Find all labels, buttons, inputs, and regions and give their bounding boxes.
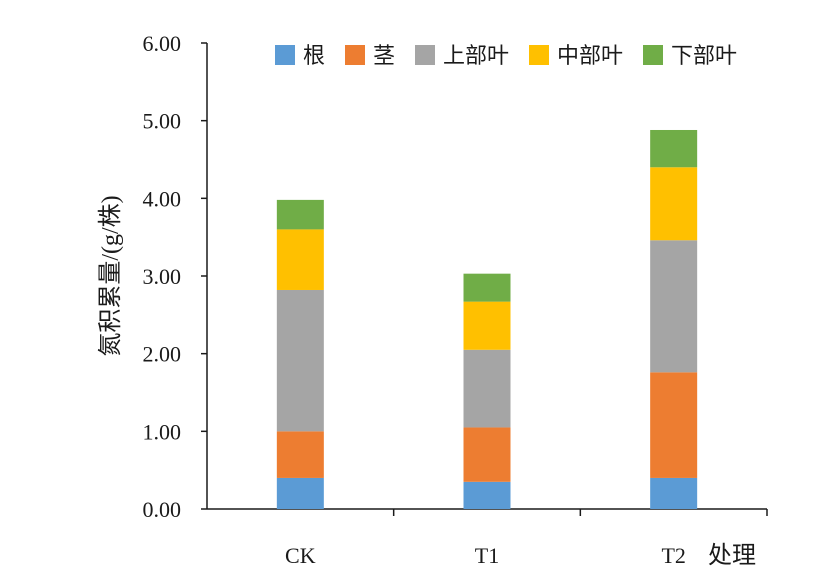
bar-segment-T1-根 xyxy=(463,481,511,509)
x-tick-label: T2 xyxy=(661,543,685,568)
legend-swatch xyxy=(345,45,365,65)
x-axis-title: 处理 xyxy=(708,542,756,569)
y-tick-label: 0.00 xyxy=(143,497,182,522)
y-tick-label: 6.00 xyxy=(143,31,182,56)
bar-segment-T1-下部叶 xyxy=(463,273,511,302)
legend-label: 上部叶 xyxy=(443,43,509,68)
bar-segment-T1-茎 xyxy=(463,427,511,482)
y-tick-label: 4.00 xyxy=(143,186,182,211)
bar-segment-T2-茎 xyxy=(650,372,698,478)
y-tick-label: 3.00 xyxy=(143,264,182,289)
x-axis: CK T1 T2 xyxy=(207,508,768,568)
y-axis: 0.00 1.00 2.00 3.00 4.00 5.00 6.00 xyxy=(143,31,208,522)
bar-segment-T2-下部叶 xyxy=(650,129,698,168)
x-tick-label: CK xyxy=(285,543,316,568)
bar-segment-T2-上部叶 xyxy=(650,240,698,373)
legend-swatch xyxy=(415,45,435,65)
bar-segment-T1-中部叶 xyxy=(463,301,511,350)
y-axis-title: 氮积累量/(g/株) xyxy=(97,195,124,356)
legend-label: 茎 xyxy=(373,43,395,68)
legend-swatch xyxy=(275,45,295,65)
legend-label: 根 xyxy=(303,43,325,68)
bar-stacks xyxy=(276,129,698,509)
legend: 根 茎 上部叶 中部叶 下部叶 xyxy=(275,43,737,68)
y-tick-label: 5.00 xyxy=(143,109,182,134)
legend-label: 中部叶 xyxy=(557,43,623,68)
bar-segment-CK-下部叶 xyxy=(276,199,324,230)
bar-segment-CK-茎 xyxy=(276,431,324,478)
bar-segment-CK-中部叶 xyxy=(276,229,324,290)
legend-swatch xyxy=(529,45,549,65)
bar-segment-CK-根 xyxy=(276,477,324,509)
bar-segment-CK-上部叶 xyxy=(276,289,324,432)
legend-swatch xyxy=(643,45,663,65)
bar-segment-T1-上部叶 xyxy=(463,349,511,428)
y-tick-label: 1.00 xyxy=(143,419,182,444)
bar-segment-T2-根 xyxy=(650,477,698,509)
y-tick-label: 2.00 xyxy=(143,342,182,367)
x-tick-label: T1 xyxy=(475,543,499,568)
bar-segment-T2-中部叶 xyxy=(650,167,698,241)
legend-label: 下部叶 xyxy=(671,43,737,68)
